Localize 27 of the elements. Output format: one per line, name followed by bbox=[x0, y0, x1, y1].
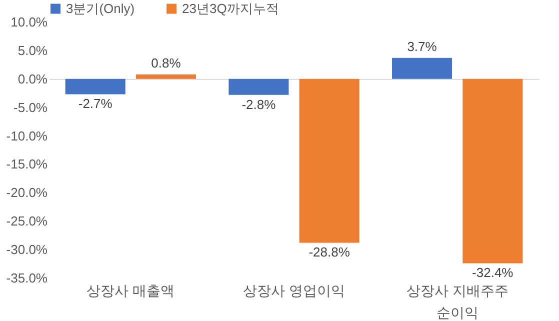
x-tick-label: 상장사 지배주주 순이익 bbox=[406, 282, 508, 320]
bar bbox=[136, 74, 196, 79]
data-label: -28.8% bbox=[308, 244, 350, 260]
data-label: -2.7% bbox=[78, 96, 113, 112]
bar bbox=[392, 58, 452, 79]
legend-label: 3분기(Only) bbox=[66, 0, 135, 16]
bar bbox=[299, 78, 360, 243]
data-label: -32.4% bbox=[472, 265, 514, 280]
data-label: 0.8% bbox=[151, 55, 182, 70]
y-tick-label: -35.0% bbox=[6, 270, 48, 286]
y-tick-label: 5.0% bbox=[18, 42, 48, 58]
y-tick-label: -15.0% bbox=[6, 156, 48, 172]
legend-label: 23년3Q까지누적 bbox=[182, 0, 279, 16]
x-tick-label: 상장사 영업이익 bbox=[243, 282, 345, 298]
data-label: 3.7% bbox=[407, 38, 438, 54]
y-tick-label: -10.0% bbox=[6, 128, 48, 144]
y-tick-label: 0.0% bbox=[18, 71, 48, 86]
y-tick-label: -25.0% bbox=[6, 214, 48, 229]
y-tick-label: 10.0% bbox=[10, 14, 48, 30]
y-tick-label: -20.0% bbox=[6, 185, 48, 200]
bar bbox=[462, 78, 523, 264]
bar bbox=[228, 78, 289, 95]
y-tick-label: -5.0% bbox=[14, 100, 48, 115]
x-tick-label: 상장사 매출액 bbox=[86, 282, 175, 298]
data-label: -2.8% bbox=[242, 96, 276, 112]
bar bbox=[65, 78, 126, 94]
y-tick-label: -30.0% bbox=[6, 242, 48, 258]
